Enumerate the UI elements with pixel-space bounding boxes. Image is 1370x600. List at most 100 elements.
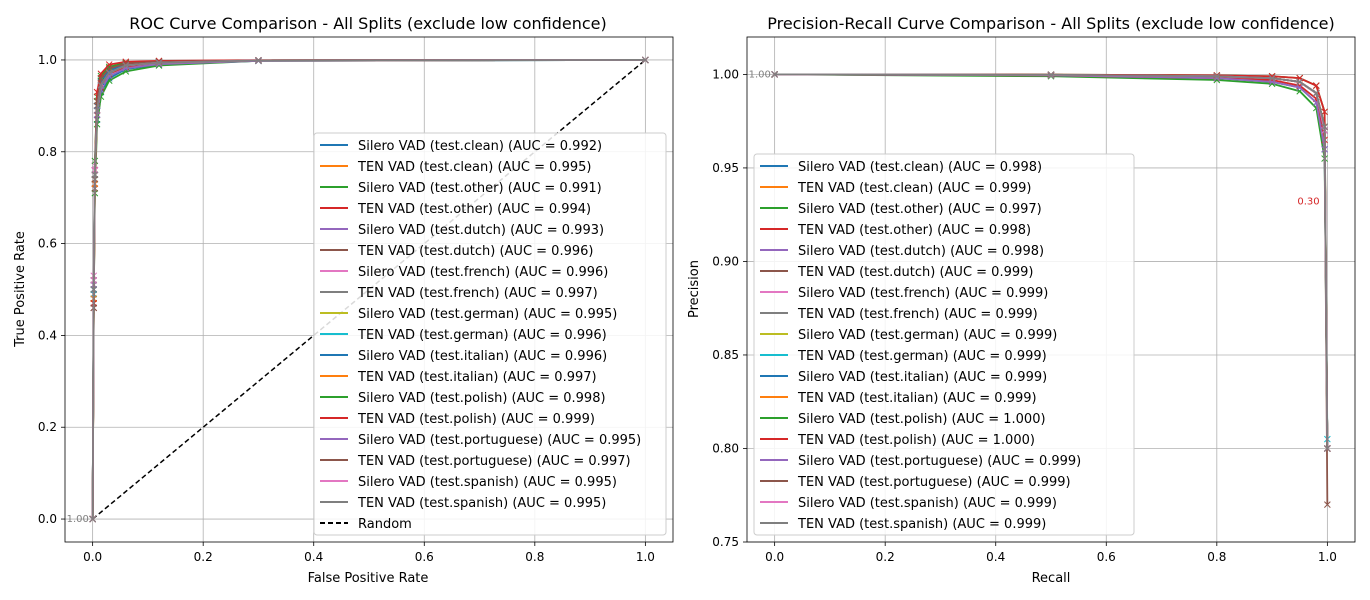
roc-xtick-label: 0.8	[525, 550, 544, 564]
pr-legend-label: TEN VAD (test.other) (AUC = 0.998)	[797, 223, 1031, 238]
roc-legend: Silero VAD (test.clean) (AUC = 0.992) TEN…	[313, 132, 667, 536]
pr-legend-label: Silero VAD (test.other) (AUC = 0.997)	[798, 202, 1042, 217]
pr-legend-label: TEN VAD (test.portuguese) (AUC = 0.999)	[797, 475, 1071, 490]
pr-point-marker	[1312, 89, 1320, 97]
pr-xtick-label: 0.6	[1097, 550, 1116, 564]
pr-ytick-label: 0.75	[712, 535, 739, 549]
roc-xtick-label: 0.4	[304, 550, 323, 564]
pr-xtick-label: 0.8	[1207, 550, 1226, 564]
pr-point-marker	[1047, 71, 1055, 79]
roc-xtick-label: 0.2	[194, 550, 213, 564]
pr-chart: Precision-Recall Curve Comparison - All …	[687, 14, 1356, 586]
roc-series-line	[91, 59, 646, 520]
pr-ytick-label: 0.90	[712, 254, 739, 268]
roc-frame	[64, 36, 674, 543]
roc-title: ROC Curve Comparison - All Splits (exclu…	[129, 14, 607, 33]
roc-legend-label: Silero VAD (test.other) (AUC = 0.991)	[358, 181, 602, 196]
pr-legend-label: Silero VAD (test.french) (AUC = 0.999)	[798, 286, 1048, 301]
pr-point-marker	[1296, 84, 1304, 91]
pr-plot-area: 1.00 0.30	[749, 69, 1331, 508]
roc-legend-label: TEN VAD (test.spanish) (AUC = 0.995)	[357, 496, 606, 511]
pr-legend-label: Silero VAD (test.clean) (AUC = 0.998)	[798, 160, 1042, 175]
pr-xtick-label: 0.4	[986, 550, 1005, 564]
pr-point-marker	[1321, 123, 1328, 131]
roc-legend-label: TEN VAD (test.polish) (AUC = 0.999)	[357, 412, 595, 427]
pr-legend-box	[753, 153, 1135, 536]
roc-chart: ROC Curve Comparison - All Splits (exclu…	[13, 14, 674, 586]
roc-point-marker	[97, 81, 105, 89]
pr-point-marker	[1312, 82, 1320, 89]
roc-point-marker	[93, 107, 101, 114]
pr-point-marker	[771, 71, 778, 78]
pr-legend-label: TEN VAD (test.italian) (AUC = 0.999)	[797, 391, 1037, 406]
pr-xtick-label: 0.0	[765, 550, 784, 564]
roc-legend-label: Silero VAD (test.clean) (AUC = 0.992)	[358, 139, 602, 154]
roc-legend-label: Silero VAD (test.polish) (AUC = 0.998)	[358, 391, 606, 406]
pr-ytick-label: 0.95	[712, 161, 739, 175]
roc-ytick-label: 0.8	[38, 145, 57, 159]
pr-point-marker	[1268, 74, 1276, 82]
pr-legend-label: TEN VAD (test.german) (AUC = 0.999)	[797, 349, 1047, 364]
pr-ytick-label: 0.80	[712, 441, 739, 455]
pr-series-line	[774, 73, 1329, 449]
roc-ytick-label: 1.0	[38, 53, 57, 67]
roc-legend-box	[313, 132, 667, 536]
pr-legend-label: Silero VAD (test.spanish) (AUC = 0.999)	[798, 496, 1057, 511]
pr-legend-label: Silero VAD (test.dutch) (AUC = 0.998)	[798, 244, 1044, 259]
roc-legend-label: Silero VAD (test.dutch) (AUC = 0.993)	[358, 223, 604, 238]
pr-legend-label: TEN VAD (test.french) (AUC = 0.999)	[797, 307, 1038, 322]
roc-ylabel: True Positive Rate	[13, 231, 28, 348]
roc-legend-label: TEN VAD (test.italian) (AUC = 0.997)	[357, 370, 597, 385]
roc-legend-label: Random	[358, 517, 412, 532]
roc-threshold-label-start: 1.00	[67, 514, 89, 525]
pr-legend-label: TEN VAD (test.polish) (AUC = 1.000)	[797, 433, 1035, 448]
pr-ytick-label: 1.00	[712, 67, 739, 81]
roc-plot-area: 1.00	[67, 56, 649, 525]
pr-ylabel: Precision	[687, 260, 702, 318]
roc-point-marker	[89, 515, 96, 523]
roc-point-marker	[155, 59, 163, 67]
roc-ytick-label: 0.4	[38, 328, 57, 342]
pr-point-marker	[1324, 445, 1331, 452]
pr-xlabel: Recall	[1032, 571, 1071, 586]
pr-legend-label: Silero VAD (test.german) (AUC = 0.999)	[798, 328, 1057, 343]
pr-point-marker	[1324, 501, 1331, 508]
roc-legend-label: TEN VAD (test.french) (AUC = 0.997)	[357, 286, 598, 301]
roc-point-marker	[97, 74, 105, 82]
roc-xtick-label: 0.0	[83, 550, 102, 564]
pr-legend-label: TEN VAD (test.dutch) (AUC = 0.999)	[797, 265, 1033, 280]
pr-legend-label: Silero VAD (test.portuguese) (AUC = 0.99…	[798, 454, 1081, 469]
roc-xtick-label: 1.0	[636, 550, 655, 564]
pr-point-marker	[1321, 108, 1328, 116]
roc-point-marker	[122, 62, 130, 69]
pr-legend-label: TEN VAD (test.clean) (AUC = 0.999)	[797, 181, 1031, 196]
pr-threshold-label-start: 1.00	[749, 69, 771, 80]
roc-point-marker	[90, 286, 98, 293]
roc-legend-label: TEN VAD (test.portuguese) (AUC = 0.997)	[357, 454, 631, 469]
roc-ytick-label: 0.6	[38, 237, 57, 251]
roc-legend-label: Silero VAD (test.italian) (AUC = 0.996)	[358, 349, 607, 364]
roc-legend-label: Silero VAD (test.french) (AUC = 0.996)	[358, 265, 608, 280]
pr-ytick-label: 0.85	[712, 348, 739, 362]
roc-point-marker	[255, 57, 262, 64]
pr-title: Precision-Recall Curve Comparison - All …	[767, 14, 1335, 33]
roc-ytick-label: 0.0	[38, 512, 57, 526]
pr-xtick-label: 1.0	[1318, 550, 1337, 564]
roc-legend-label: TEN VAD (test.german) (AUC = 0.996)	[357, 328, 607, 343]
roc-legend-label: TEN VAD (test.dutch) (AUC = 0.996)	[357, 244, 593, 259]
pr-threshold-label-end: 0.30	[1297, 197, 1319, 208]
pr-point-marker	[1213, 72, 1221, 80]
roc-legend-label: Silero VAD (test.german) (AUC = 0.995)	[358, 307, 617, 322]
roc-xtick-label: 0.6	[415, 550, 434, 564]
roc-xlabel: False Positive Rate	[308, 571, 429, 586]
roc-point-marker	[155, 58, 163, 66]
roc-legend-label: Silero VAD (test.spanish) (AUC = 0.995)	[358, 475, 617, 490]
roc-point-marker	[642, 56, 649, 64]
pr-legend-label: Silero VAD (test.polish) (AUC = 1.000)	[798, 412, 1046, 427]
pr-legend-label: TEN VAD (test.spanish) (AUC = 0.999)	[797, 517, 1046, 532]
pr-legend-label: Silero VAD (test.italian) (AUC = 0.999)	[798, 370, 1047, 385]
pr-point-marker	[1296, 78, 1304, 86]
pr-point-marker	[1213, 71, 1221, 79]
pr-legend: Silero VAD (test.clean) (AUC = 0.998) TEN…	[753, 153, 1135, 536]
